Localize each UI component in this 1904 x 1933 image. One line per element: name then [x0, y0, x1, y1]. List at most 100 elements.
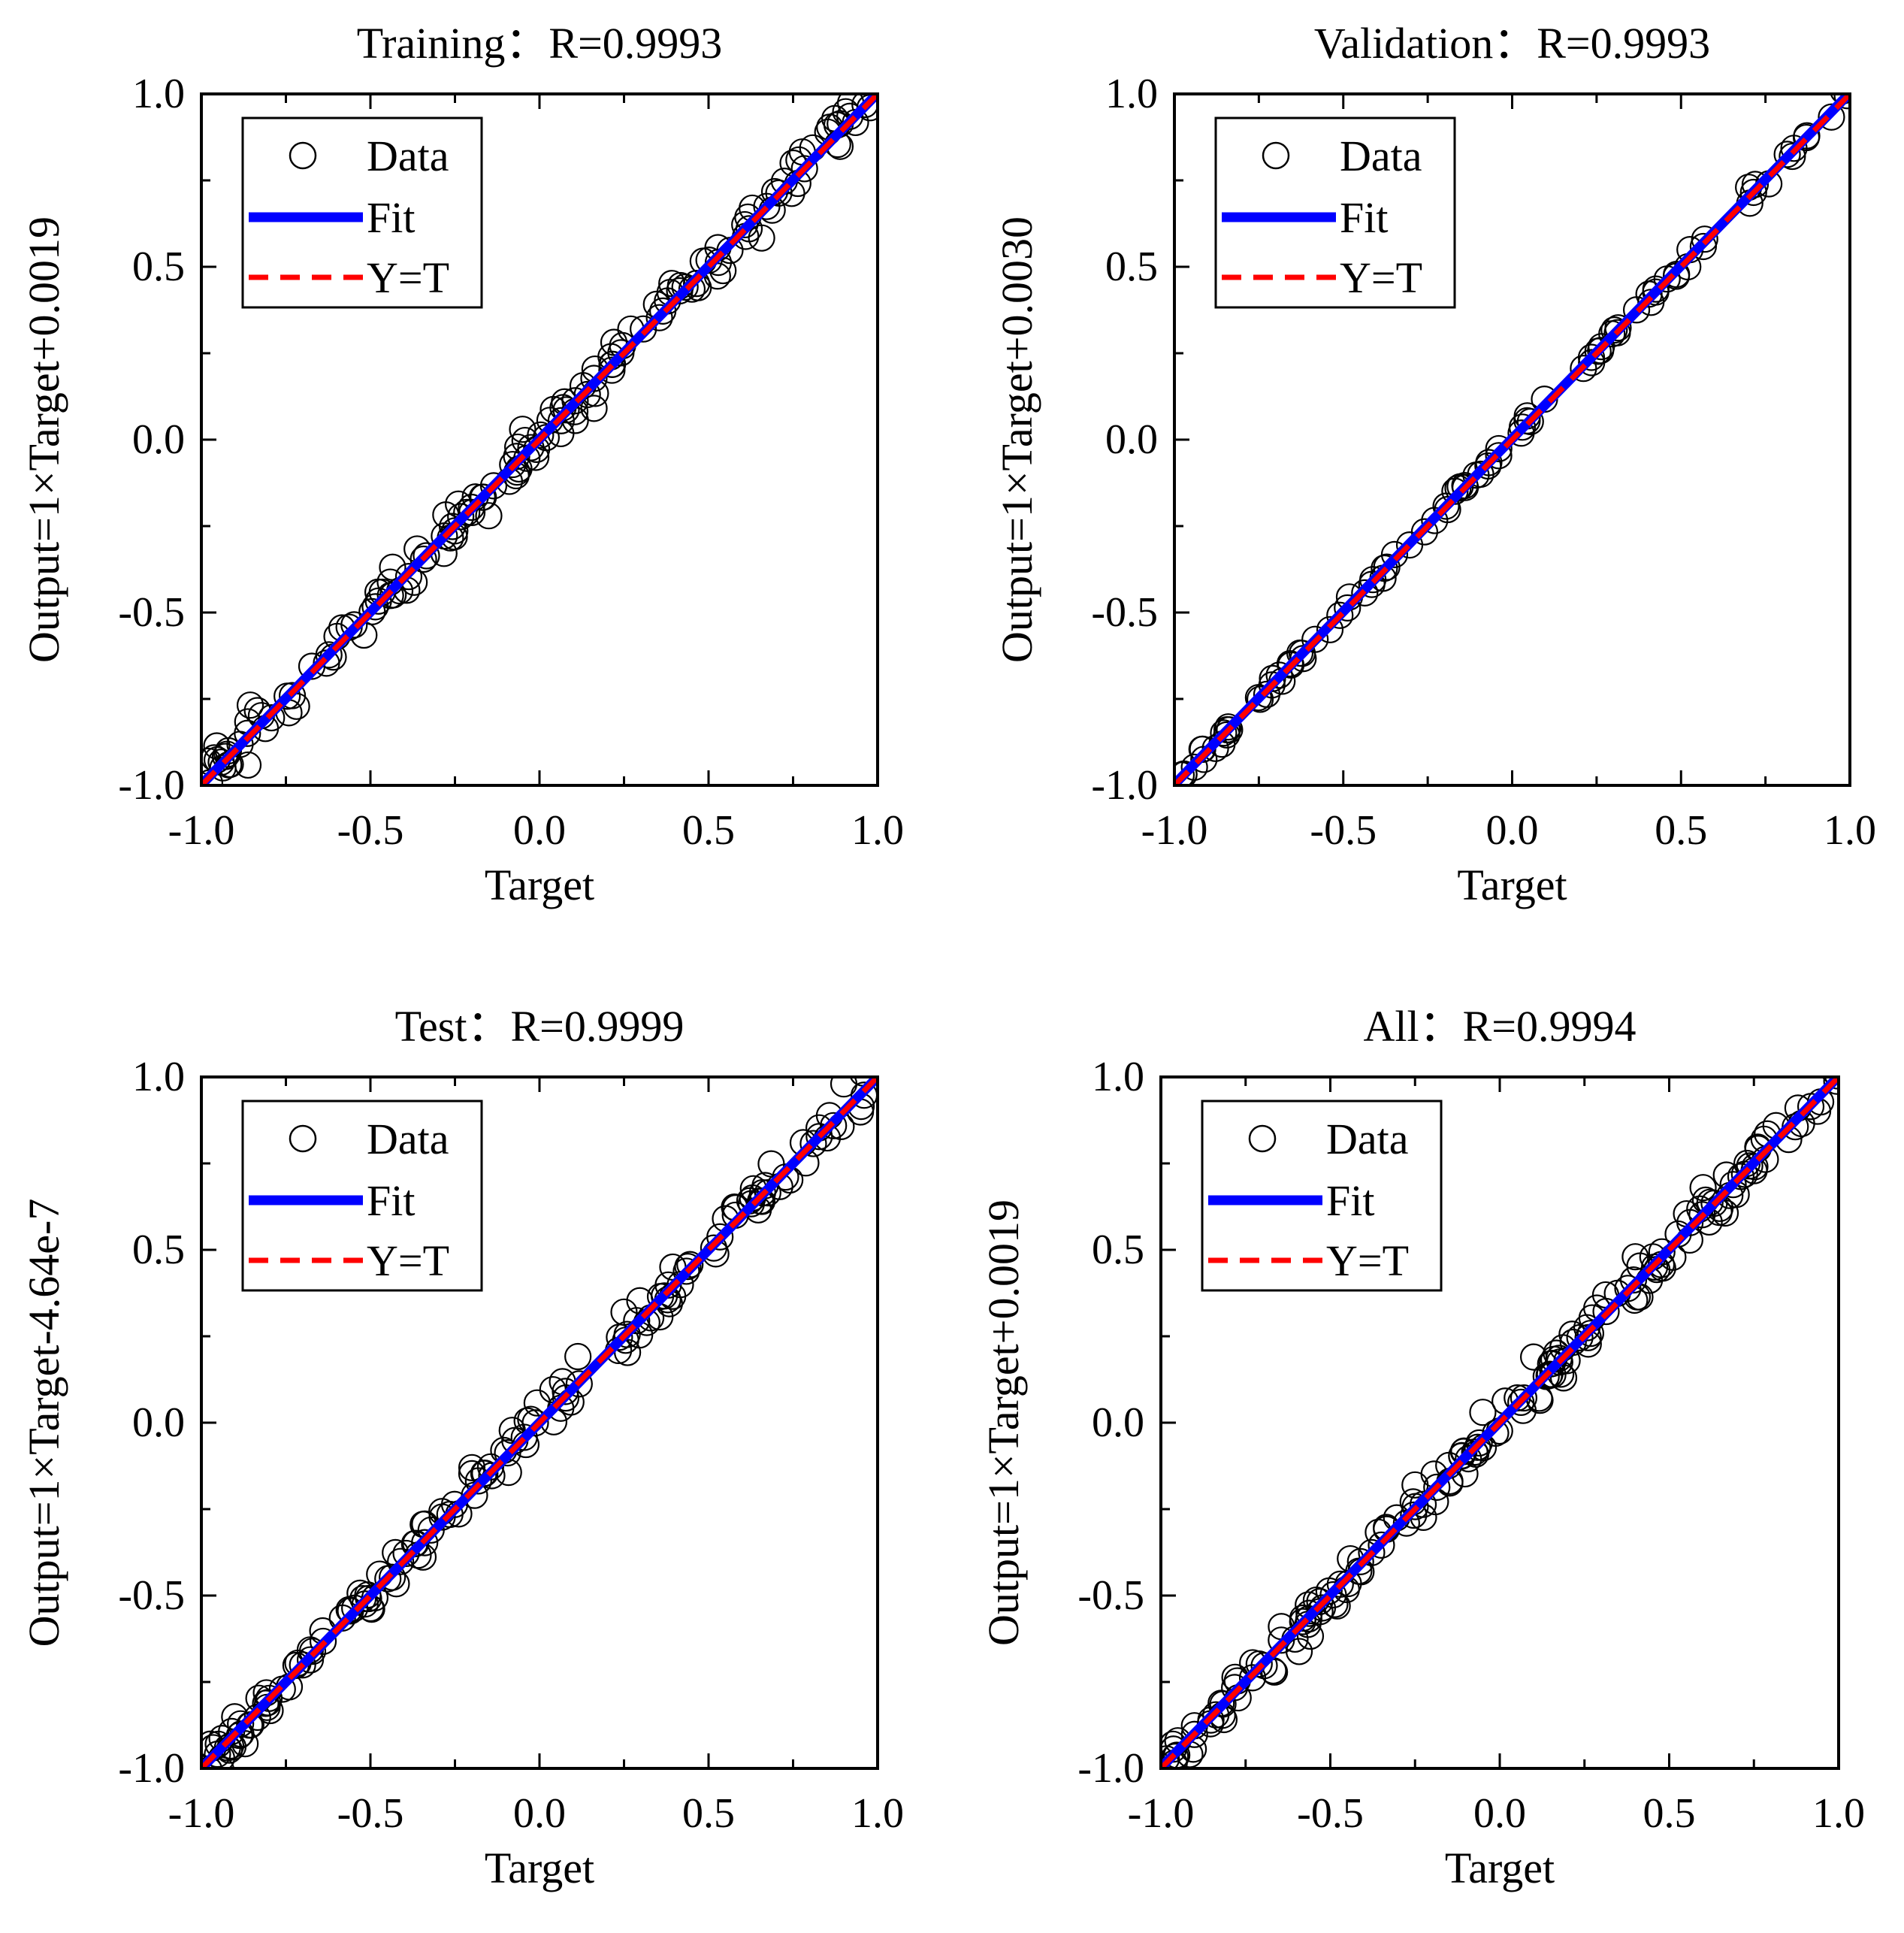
data-point: [1180, 753, 1208, 781]
data-point: [1830, 1077, 1839, 1079]
data-point: [610, 1298, 638, 1326]
data-point: [1221, 1674, 1249, 1702]
data-point: [1261, 1658, 1289, 1686]
legend-data-marker: [289, 1124, 317, 1153]
data-point: [410, 545, 437, 573]
data-point: [436, 1500, 464, 1529]
data-point: [1265, 661, 1293, 689]
data-point: [387, 1547, 415, 1575]
data-point: [1210, 719, 1238, 747]
legend-label-data: Data: [367, 132, 449, 180]
data-point: [1510, 1384, 1538, 1412]
legend: Data Fit Y=T: [241, 116, 483, 309]
legend-label-fit: Fit: [1340, 193, 1389, 242]
x-tick-label: 0.0: [1473, 1790, 1526, 1837]
x-tick-label: 0.5: [1643, 1790, 1696, 1837]
x-tick-label: 0.0: [513, 807, 566, 854]
data-point: [458, 1454, 486, 1481]
x-tick-label: -1.0: [168, 1790, 235, 1837]
data-point: [203, 732, 231, 760]
data-point: [695, 247, 723, 274]
panel-1: Training：R=0.9993 -1.0 -0.5 0.0 0.5 1.0 -1.0 -0…: [20, 19, 904, 909]
y-tick-label: 0.5: [132, 1227, 185, 1273]
chart-title: Training：R=0.9993: [357, 19, 723, 68]
y-tick-label: -1.0: [118, 762, 185, 809]
data-point: [464, 1467, 492, 1495]
data-point: [1400, 1501, 1428, 1529]
data-point: [413, 542, 440, 570]
data-point: [1434, 495, 1461, 524]
data-point: [1423, 1473, 1451, 1501]
y-tick-label: 0.0: [132, 416, 185, 463]
data-point: [851, 94, 878, 119]
chart-title: All：R=0.9994: [1363, 1002, 1636, 1051]
y-tick-label: 0.0: [132, 1399, 185, 1446]
x-tick-label: 1.0: [851, 1790, 904, 1837]
data-point: [1346, 1547, 1374, 1575]
x-tick-label: -0.5: [1310, 807, 1377, 854]
data-point: [737, 1190, 765, 1218]
x-tick-label: 0.5: [1655, 807, 1707, 854]
data-point: [1833, 94, 1850, 110]
y-axis-label: Output=1×Target+0.0030: [993, 216, 1041, 663]
x-axis-label: Target: [485, 1844, 594, 1892]
data-point: [1829, 1077, 1839, 1079]
data-point: [1485, 434, 1513, 463]
data-point: [1619, 1266, 1648, 1294]
data-point: [1345, 1557, 1373, 1585]
data-point: [613, 1320, 641, 1348]
identity-line: [1174, 94, 1850, 785]
data-point: [509, 416, 536, 443]
legend-label-fit: Fit: [367, 1176, 416, 1225]
data-point: [1213, 715, 1241, 744]
data-point: [468, 483, 496, 511]
data-point: [268, 1675, 296, 1703]
data-point: [439, 513, 467, 540]
data-point: [1576, 1320, 1605, 1348]
x-tick-label: -0.5: [1297, 1790, 1364, 1837]
y-tick-label: 0.0: [1092, 1399, 1144, 1446]
data-point: [630, 315, 657, 343]
data-point: [674, 1253, 702, 1281]
legend: Data Fit Y=T: [1214, 116, 1456, 309]
data-point: [1793, 122, 1821, 150]
data-point: [1741, 1153, 1769, 1181]
identity-line: [201, 94, 878, 785]
data-point: [1174, 761, 1195, 785]
data-point: [1696, 1188, 1724, 1216]
data-point: [1719, 1171, 1747, 1199]
data-point: [296, 1646, 325, 1674]
x-tick-label: 1.0: [851, 807, 904, 854]
data-point: [676, 1251, 704, 1278]
data-point: [1316, 616, 1344, 643]
data-point: [765, 179, 793, 207]
legend: Data Fit Y=T: [241, 1100, 483, 1292]
y-axis-label: Output=1×Target+0.0019: [979, 1199, 1028, 1646]
data-point: [458, 493, 485, 522]
identity-line: [1161, 1077, 1839, 1768]
data-point: [337, 1597, 364, 1625]
x-tick-label: -1.0: [168, 807, 235, 854]
data-point: [1448, 1441, 1476, 1469]
data-point: [830, 1077, 858, 1098]
legend-label-data: Data: [367, 1115, 449, 1163]
panel-4: All：R=0.9994 -1.0 -0.5 0.0 0.5 1.0 -1.0 -0.5 0.0…: [979, 1002, 1865, 1892]
legend-label-identity: Y=T: [1340, 253, 1422, 302]
x-axis-label: Target: [1445, 1844, 1555, 1892]
data-point: [1485, 442, 1513, 470]
data-point: [351, 1590, 379, 1618]
y-tick-label: 0.5: [132, 244, 185, 290]
x-tick-label: 0.0: [1486, 807, 1539, 854]
data-point: [682, 270, 711, 298]
data-point: [1368, 1531, 1395, 1559]
data-point: [379, 1563, 406, 1591]
y-tick-label: -1.0: [1091, 762, 1158, 809]
data-point: [1519, 1343, 1548, 1371]
data-point: [1253, 680, 1281, 709]
data-point: [1462, 461, 1490, 489]
data-point: [1823, 1077, 1839, 1095]
data-point: [1296, 1622, 1325, 1650]
data-point: [1276, 649, 1304, 678]
data-point: [1621, 1243, 1649, 1271]
y-tick-label: -1.0: [118, 1745, 185, 1792]
